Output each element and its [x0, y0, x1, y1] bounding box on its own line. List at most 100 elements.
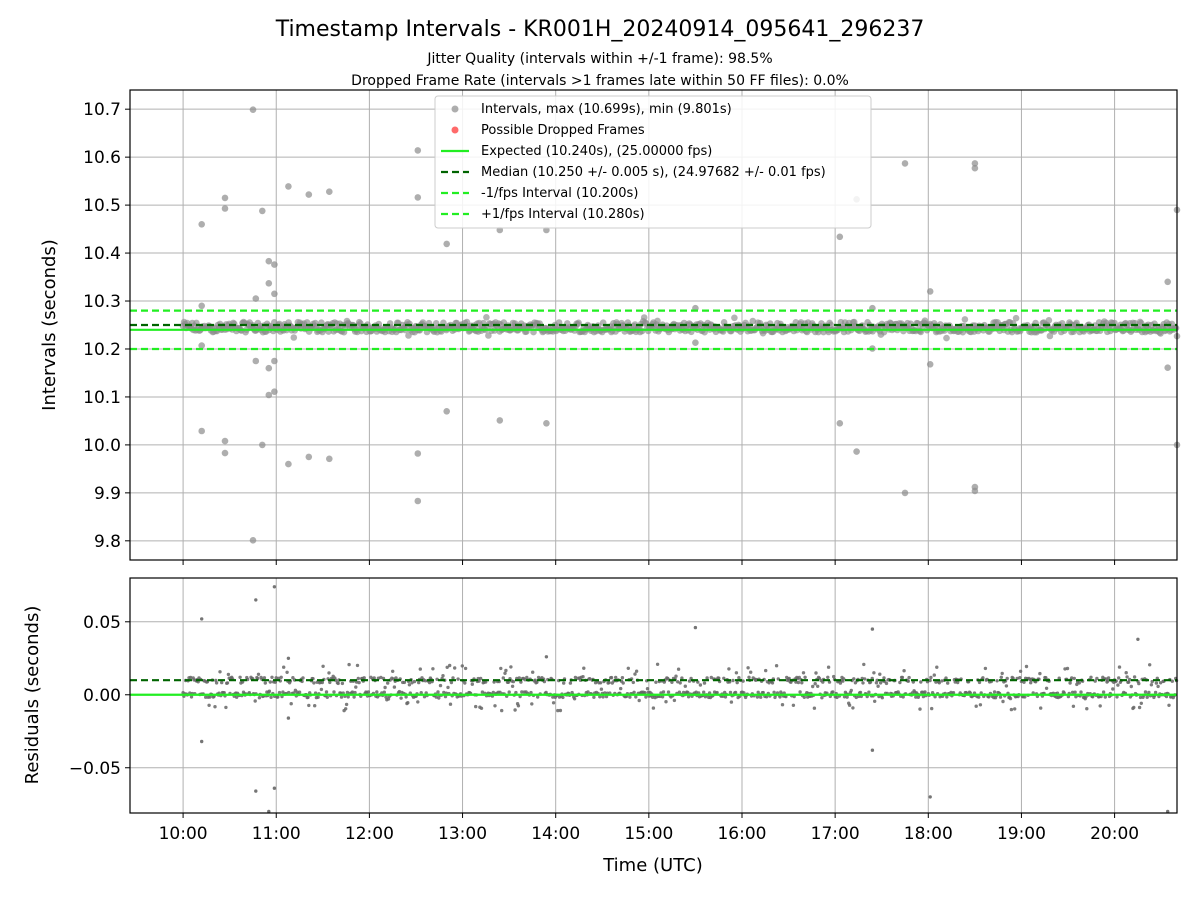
interval-outlier-point [221, 449, 229, 457]
residual-point [907, 675, 911, 680]
residual-point [621, 681, 625, 685]
residual-point [598, 695, 602, 699]
residual-point [416, 700, 420, 704]
residual-point [344, 707, 348, 711]
residual-point [842, 695, 847, 699]
residual-point [356, 676, 360, 681]
residual-point [256, 672, 261, 676]
x-tick-label: 11:00 [252, 824, 301, 844]
residual-point [417, 680, 421, 685]
residual-point [1079, 690, 1083, 694]
residual-point [715, 690, 719, 695]
residual-point [634, 695, 638, 699]
residual-point [1167, 703, 1171, 707]
residual-point [1145, 695, 1149, 699]
residual-point [1106, 676, 1111, 680]
top-y-tick-label: 9.9 [94, 484, 121, 504]
interval-outlier-point [249, 106, 257, 113]
legend-label-intervals: Intervals, max (10.699s), min (9.801s) [481, 102, 732, 117]
residual-point [437, 696, 441, 700]
residual-point [491, 690, 495, 695]
residual-point [470, 682, 474, 686]
residual-point [831, 690, 835, 694]
residual-point [517, 676, 521, 680]
residual-point [628, 695, 632, 699]
residual-point [674, 674, 678, 678]
interval-outlier-point [221, 194, 229, 202]
residual-point [995, 679, 999, 683]
residual-point [977, 695, 981, 699]
residual-point [412, 679, 417, 684]
residual-point [876, 684, 880, 688]
interval-outlier-point [271, 290, 278, 298]
residual-outlier-point [254, 598, 258, 602]
residual-point [902, 669, 906, 673]
interval-outlier-point [265, 391, 273, 399]
residual-point [849, 688, 853, 693]
interval-outlier-point [1164, 364, 1171, 372]
residual-outlier-point [870, 748, 875, 752]
residual-point [1147, 690, 1151, 695]
residual-point [637, 698, 641, 703]
residual-point [631, 680, 635, 685]
residual-outlier-point [200, 617, 204, 621]
residual-point [872, 671, 876, 675]
residual-point [932, 673, 936, 677]
residual-point [586, 690, 590, 694]
residual-point [1132, 675, 1137, 679]
residual-point [418, 667, 422, 671]
residual-point [441, 674, 445, 678]
residual-point [319, 687, 324, 692]
chart-subtitle-dropped: Dropped Frame Rate (intervals >1 frames … [351, 73, 849, 89]
residual-point [214, 681, 219, 685]
residual-point [332, 690, 336, 694]
legend-marker-dropped [451, 126, 459, 134]
residual-point [835, 695, 839, 700]
residual-point [733, 690, 738, 695]
residual-point [1077, 681, 1082, 685]
interval-point [485, 332, 492, 339]
top-y-tick-label: 10.1 [83, 388, 121, 408]
residual-point [759, 695, 763, 699]
residual-point [1156, 684, 1160, 689]
residual-point [686, 690, 690, 695]
bottom-y-tick-label: −0.05 [69, 759, 121, 779]
residual-point [1095, 676, 1099, 681]
residual-point [511, 679, 516, 684]
x-tick-label: 12:00 [345, 824, 394, 844]
residual-outlier-point [870, 627, 875, 631]
residual-point [1073, 690, 1077, 694]
residual-outlier-point [1166, 809, 1170, 814]
legend-label-plus-interval: +1/fps Interval (10.280s) [481, 207, 645, 222]
residual-point [506, 680, 511, 684]
residual-point [999, 675, 1003, 679]
interval-outlier-point [901, 489, 909, 497]
residual-point [951, 691, 956, 695]
interval-point [1012, 314, 1020, 322]
residual-point [344, 702, 349, 707]
interval-outlier-point [971, 487, 979, 495]
interval-outlier-point [326, 455, 333, 463]
interval-outlier-point [443, 408, 451, 415]
residual-point [811, 684, 815, 689]
interval-outlier-point [271, 261, 278, 268]
interval-point [483, 314, 490, 321]
residual-point [632, 690, 636, 694]
residual-point [937, 681, 941, 685]
residual-point [340, 681, 345, 686]
residual-point [285, 670, 289, 674]
legend-label-median: Median (10.250 +/- 0.005 s), (24.97682 +… [481, 165, 826, 180]
residual-point [558, 708, 563, 713]
residual-point [207, 703, 211, 707]
top-y-tick-label: 10.2 [83, 340, 121, 360]
interval-outlier-point [198, 302, 205, 310]
bottom-y-axis-label: Residuals (seconds) [22, 606, 43, 785]
residual-point [735, 680, 739, 685]
residual-point [741, 679, 745, 683]
residual-point [1057, 676, 1061, 680]
interval-outlier-point [265, 280, 273, 287]
residual-point [1044, 676, 1048, 680]
residual-point [460, 664, 464, 668]
interval-outlier-point [836, 420, 844, 427]
residual-point [1038, 671, 1042, 676]
